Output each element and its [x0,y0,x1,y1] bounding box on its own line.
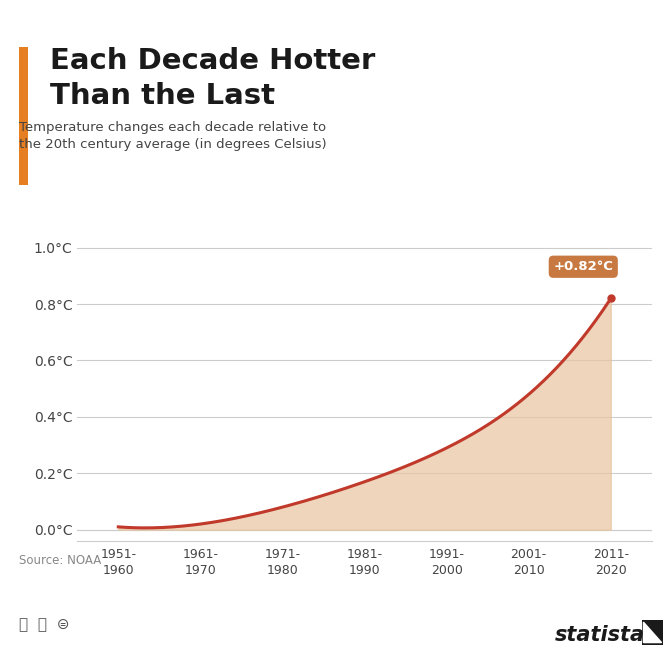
Text: Each Decade Hotter: Each Decade Hotter [50,47,376,75]
Text: ⓪  Ⓐ  ⊜: ⓪ Ⓐ ⊜ [19,617,69,632]
Text: statista: statista [555,625,645,645]
Text: +0.82°C: +0.82°C [553,260,614,274]
Text: Temperature changes each decade relative to
the 20th century average (in degrees: Temperature changes each decade relative… [19,121,327,151]
Text: Source: NOAA: Source: NOAA [19,554,101,567]
Polygon shape [644,622,661,642]
Text: Than the Last: Than the Last [50,82,276,110]
